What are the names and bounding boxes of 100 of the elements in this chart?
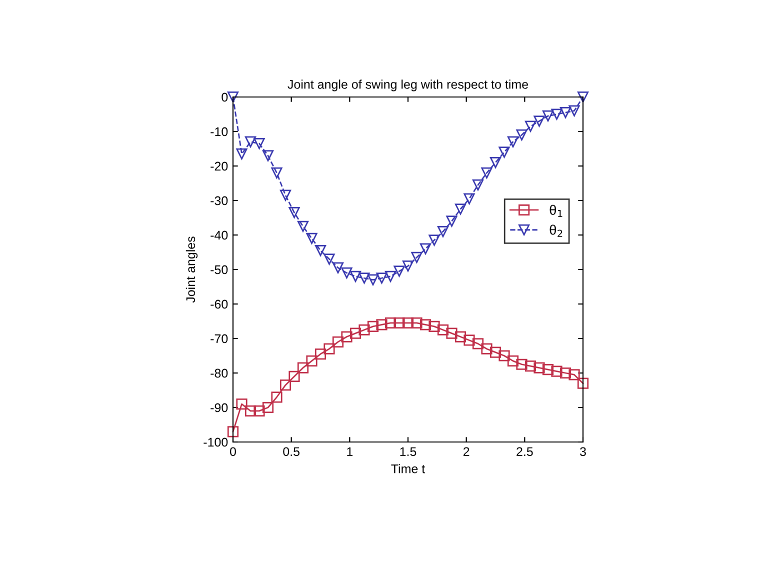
x-axis-title: Time t bbox=[391, 464, 426, 474]
point bbox=[428, 320, 440, 332]
point bbox=[481, 343, 492, 354]
point bbox=[490, 156, 502, 168]
point bbox=[472, 338, 484, 350]
point bbox=[350, 270, 362, 282]
point bbox=[314, 244, 326, 256]
point bbox=[288, 207, 300, 218]
point bbox=[306, 355, 318, 366]
point bbox=[542, 364, 554, 376]
point bbox=[411, 317, 422, 329]
point bbox=[560, 367, 572, 379]
point bbox=[420, 319, 432, 330]
legend-label: θ$_{2}$ bbox=[550, 224, 562, 237]
point bbox=[280, 380, 292, 391]
legend-label: θ$_{1}$ bbox=[550, 204, 562, 218]
y-axis-title: Joint angles bbox=[186, 236, 198, 303]
point bbox=[551, 108, 562, 120]
point bbox=[577, 378, 589, 389]
y-tick-label: -30 bbox=[210, 196, 228, 206]
point bbox=[577, 91, 589, 103]
point bbox=[280, 190, 292, 201]
point bbox=[358, 272, 370, 284]
point bbox=[254, 138, 265, 150]
point bbox=[472, 179, 484, 191]
point bbox=[236, 148, 248, 160]
point bbox=[376, 319, 388, 330]
chart-title: Joint angle of swing leg with respect to time bbox=[288, 80, 528, 92]
point bbox=[350, 328, 362, 339]
x-tick-label: 2.5 bbox=[516, 447, 533, 456]
point bbox=[227, 91, 239, 103]
point bbox=[236, 398, 248, 410]
point bbox=[428, 234, 440, 246]
point bbox=[376, 272, 388, 284]
y-tick-label: -100 bbox=[204, 438, 228, 447]
point bbox=[341, 331, 352, 342]
point bbox=[288, 370, 300, 382]
point bbox=[271, 392, 282, 403]
point bbox=[227, 426, 239, 438]
point bbox=[507, 136, 519, 148]
point bbox=[524, 120, 536, 132]
y-tick-label: -70 bbox=[210, 334, 228, 344]
point bbox=[516, 358, 528, 370]
point bbox=[498, 146, 510, 158]
point bbox=[358, 324, 370, 336]
point bbox=[560, 106, 572, 118]
point bbox=[262, 150, 274, 162]
point bbox=[568, 105, 580, 116]
point bbox=[314, 348, 326, 360]
point bbox=[324, 343, 335, 354]
x-tick-label: 1.5 bbox=[400, 447, 416, 456]
point bbox=[420, 243, 432, 254]
point bbox=[324, 254, 335, 265]
y-tick-label: -20 bbox=[210, 162, 228, 171]
y-tick-label: -10 bbox=[210, 127, 228, 136]
point bbox=[306, 232, 318, 244]
point bbox=[367, 274, 379, 286]
point bbox=[271, 167, 282, 178]
point bbox=[534, 116, 545, 127]
point bbox=[297, 362, 309, 374]
point bbox=[454, 204, 466, 215]
x-tick-label: 1 bbox=[347, 447, 353, 456]
point bbox=[568, 369, 580, 380]
y-tick-label: -50 bbox=[210, 265, 228, 274]
point bbox=[394, 317, 405, 329]
point bbox=[244, 136, 256, 148]
point bbox=[498, 350, 510, 362]
point bbox=[367, 320, 379, 332]
point bbox=[254, 405, 265, 417]
y-tick-label: -60 bbox=[210, 300, 228, 309]
point bbox=[411, 252, 422, 263]
x-tick-label: 3 bbox=[580, 447, 586, 456]
point bbox=[332, 336, 344, 348]
point bbox=[464, 334, 475, 346]
point bbox=[516, 129, 528, 141]
y-tick-label: -90 bbox=[210, 403, 228, 412]
point bbox=[446, 216, 458, 227]
point bbox=[394, 266, 405, 277]
point bbox=[332, 262, 344, 274]
point bbox=[402, 260, 414, 272]
x-tick-label: 0 bbox=[230, 447, 236, 456]
point bbox=[454, 331, 466, 342]
point bbox=[446, 328, 458, 339]
point bbox=[524, 360, 536, 372]
point bbox=[507, 355, 519, 366]
x-tick-label: 0.5 bbox=[283, 447, 300, 456]
point bbox=[297, 220, 309, 232]
point bbox=[384, 317, 396, 329]
point bbox=[551, 366, 562, 377]
point bbox=[384, 270, 396, 282]
point bbox=[244, 405, 256, 417]
point bbox=[262, 402, 274, 414]
point bbox=[464, 193, 475, 204]
y-tick-label: -80 bbox=[210, 368, 228, 378]
point bbox=[402, 317, 414, 329]
point bbox=[341, 267, 352, 279]
point bbox=[534, 362, 545, 374]
point bbox=[437, 226, 449, 238]
y-tick-label: 0 bbox=[222, 92, 228, 102]
x-tick-label: 2 bbox=[463, 447, 470, 456]
